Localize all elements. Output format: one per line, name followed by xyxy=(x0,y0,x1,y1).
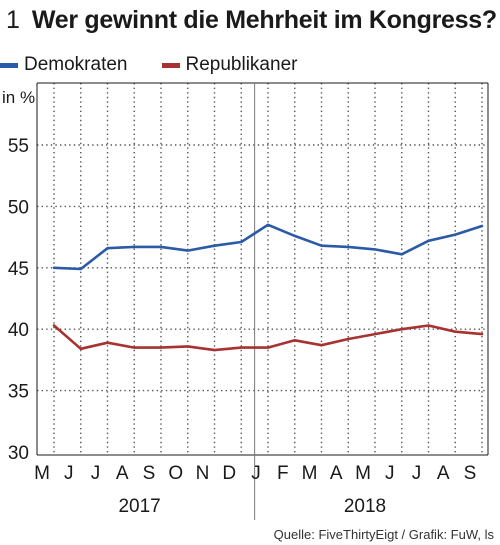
x-tick-label: J xyxy=(385,463,395,484)
x-tick-label: M xyxy=(34,463,50,484)
x-tick-label: J xyxy=(251,463,261,484)
y-tick-label: 30 xyxy=(8,443,29,464)
y-tick-label: 50 xyxy=(8,197,29,218)
y-tick-label: 35 xyxy=(8,382,29,403)
x-tick-label: O xyxy=(168,463,183,484)
x-tick-label: N xyxy=(196,463,210,484)
x-tick-label: A xyxy=(437,463,450,484)
legend-item-republikaner: Republikaner xyxy=(161,54,298,76)
legend-label-demokraten: Demokraten xyxy=(24,54,128,75)
x-tick-label: F xyxy=(277,463,289,484)
series-line-demokraten xyxy=(52,223,484,271)
y-axis-ticks: 30 35 40 45 50 55 xyxy=(8,136,29,464)
year-label-2018: 2018 xyxy=(344,496,386,517)
y-axis-unit: in % xyxy=(2,88,36,107)
year-label-2017: 2017 xyxy=(118,496,160,517)
legend: Demokraten Republikaner xyxy=(0,50,331,80)
x-tick-label: J xyxy=(91,463,101,484)
year-labels: 2017 2018 xyxy=(118,496,386,517)
x-tick-label: M xyxy=(355,463,371,484)
x-tick-label: S xyxy=(143,463,156,484)
x-tick-label: J xyxy=(64,463,74,484)
legend-item-demokraten: Demokraten xyxy=(0,54,128,76)
chart-title: 1 Wer gewinnt die Mehrheit im Kongress? xyxy=(6,6,497,40)
y-tick-label: 40 xyxy=(8,320,29,341)
x-tick-label: A xyxy=(330,463,343,484)
source-credit: Quelle: FiveThirtyEigt / Grafik: FuW, ls xyxy=(273,527,494,542)
x-tick-label: D xyxy=(222,463,236,484)
y-tick-label: 45 xyxy=(8,259,29,280)
x-tick-label: A xyxy=(116,463,129,484)
y-tick-label: 55 xyxy=(8,136,29,157)
x-tick-label: S xyxy=(464,463,477,484)
series-lines xyxy=(52,223,484,352)
plot-frame xyxy=(36,82,489,520)
x-tick-label: M xyxy=(302,463,318,484)
grid xyxy=(37,83,488,455)
legend-swatch-republikaner xyxy=(161,62,180,68)
series-line-republikaner xyxy=(52,324,484,352)
chart-number: 1 xyxy=(6,6,20,34)
x-tick-label: J xyxy=(412,463,422,484)
legend-swatch-demokraten xyxy=(0,62,18,68)
chart-title-text: Wer gewinnt die Mehrheit im Kongress? xyxy=(31,6,497,34)
legend-label-republikaner: Republikaner xyxy=(185,54,298,75)
